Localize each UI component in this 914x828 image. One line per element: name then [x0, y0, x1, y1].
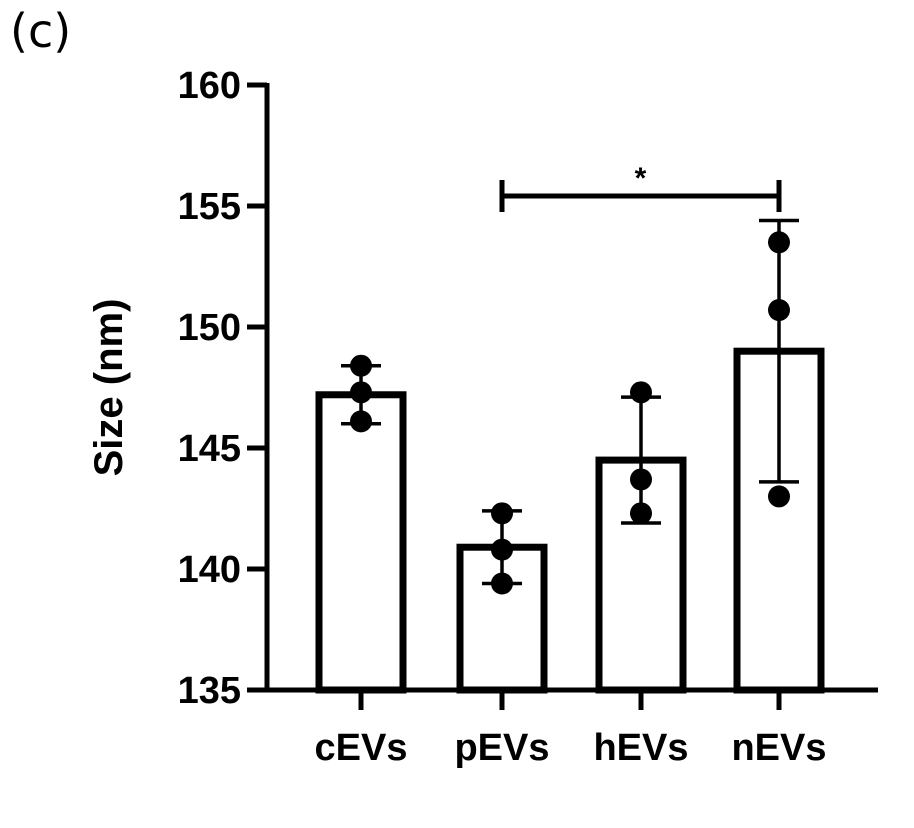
data-point	[491, 572, 513, 595]
y-tick-label: 145	[178, 428, 241, 470]
error-bars	[341, 218, 799, 586]
x-tick-label: nEVs	[731, 727, 826, 769]
x-tick-label: pEVs	[454, 727, 549, 769]
data-point	[491, 538, 513, 561]
data-point	[630, 502, 652, 525]
data-points	[350, 231, 790, 595]
data-point	[630, 468, 652, 491]
data-point	[768, 231, 790, 254]
data-point	[768, 299, 790, 322]
y-tick-label: 135	[178, 670, 241, 712]
significance-label: *	[635, 162, 647, 195]
data-point	[630, 381, 652, 404]
data-point	[350, 381, 372, 404]
bar	[315, 391, 407, 694]
x-tick-label: cEVs	[315, 727, 408, 769]
bars	[315, 347, 825, 694]
data-point	[350, 410, 372, 433]
data-point	[350, 354, 372, 377]
axes: 135 140 145 150 155 160 cEVs pEVs hEVs nEVs	[178, 65, 878, 769]
significance-bracket: *	[499, 162, 782, 212]
panel-label: (c)	[10, 4, 72, 58]
y-tick-label: 150	[178, 307, 241, 349]
y-axis-title: Size (nm)	[87, 299, 131, 477]
y-tick-label: 155	[178, 186, 241, 228]
data-point	[491, 502, 513, 525]
y-tick-label: 140	[178, 549, 241, 591]
data-point	[768, 485, 790, 508]
x-tick-label: hEVs	[593, 727, 688, 769]
y-tick-label: 160	[178, 65, 241, 107]
